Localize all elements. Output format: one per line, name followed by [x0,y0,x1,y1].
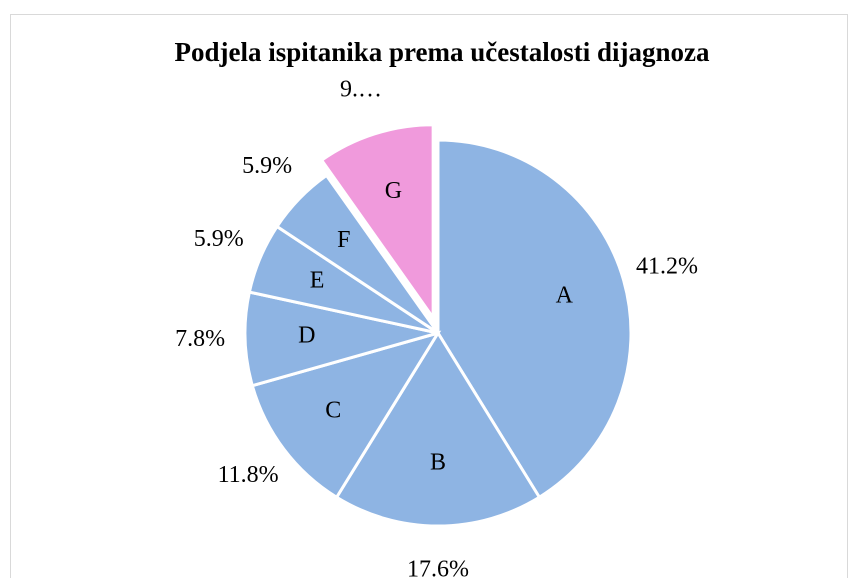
value-label: 41.2% [636,254,698,280]
value-label: 7.8% [175,326,225,352]
slice-label: D [298,323,315,349]
pie-slice [334,330,542,528]
pie-slice [319,123,435,323]
slice-label: F [337,227,350,253]
slice-label: G [385,178,402,204]
value-label: 11.8% [218,462,279,488]
value-label: 17.6% [407,557,469,578]
slice-label: A [556,283,574,309]
value-label: 5.9% [242,153,292,179]
value-label: 5.9% [194,226,244,252]
slice-label: E [310,268,325,294]
slice-label: B [430,450,446,476]
pie-slice [436,138,633,500]
pie-slice [274,173,440,335]
pie-slice [243,290,439,388]
value-label: 9.… [340,76,382,102]
slice-label: C [325,398,341,424]
chart-title: Podjela ispitanika prema učestalosti dij… [174,37,710,67]
